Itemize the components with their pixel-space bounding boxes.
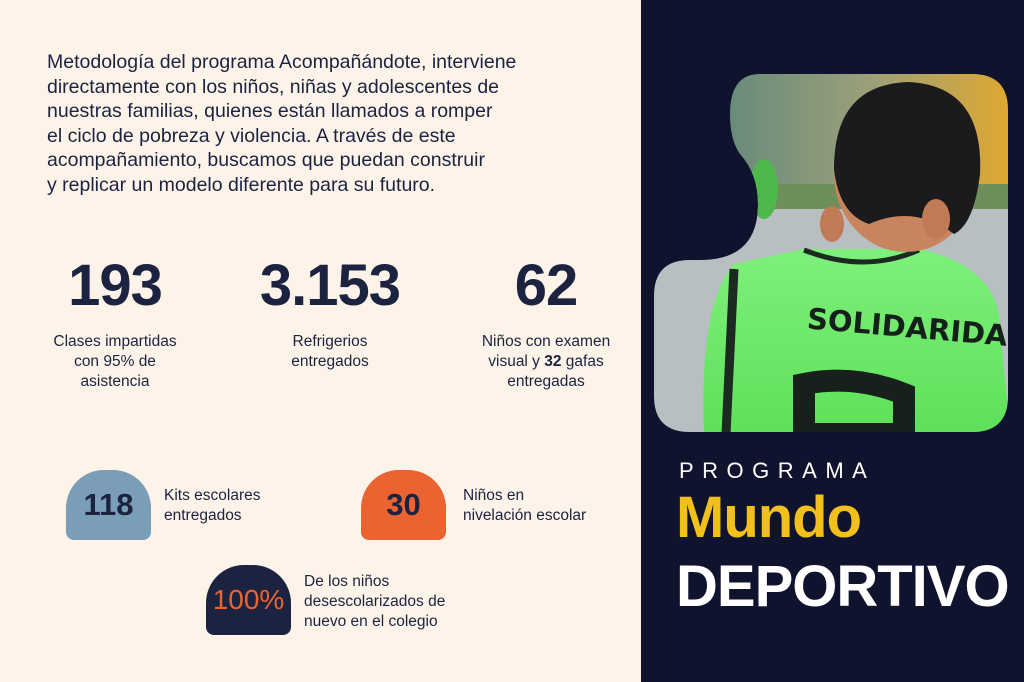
stat-label-line: Niños con examen (481, 333, 611, 350)
left-panel: Metodología del programa Acompañándote, … (15, 50, 611, 635)
stat-snacks: 3.153 Refrigerios entregados (230, 256, 430, 372)
stat-classes: 193 Clases impartidas con 95% de asisten… (15, 256, 215, 392)
label-text: visual y (488, 353, 545, 370)
intro-line: y replicar un modelo diferente para su f… (47, 173, 436, 196)
stat-label-line: entregados (291, 353, 369, 370)
stat-label-line: entregadas (507, 373, 585, 390)
label-bold-number: 32 (544, 353, 562, 370)
program-kicker: PROGRAMA (679, 458, 876, 483)
intro-paragraph: Metodología del programa Acompañándote, … (47, 50, 516, 198)
badge-label-line: De los niños (304, 573, 390, 590)
stat-label: Niños con examen visual y 32 gafas entre… (446, 332, 646, 392)
stat-value: 193 (68, 253, 163, 318)
photo-child-in-vest: SOLIDARIDAD (654, 74, 1008, 432)
badge-label-line: Niños en (463, 487, 525, 504)
stat-label: Refrigerios entregados (230, 332, 430, 372)
badge-leveling-label: Niños en nivelación escolar (463, 486, 586, 526)
intro-line: Metodología del programa Acompañándote, … (47, 51, 517, 73)
badge-label-line: desescolarizados de (304, 593, 446, 610)
stat-label-line: Clases impartidas (53, 333, 177, 350)
program-title-line2: DEPORTIVO (676, 554, 1010, 619)
label-text: gafas (561, 353, 604, 370)
stat-label-line: Refrigerios (292, 333, 368, 350)
stat-value: 3.153 (259, 253, 401, 318)
intro-line: acompañamiento, buscamos que puedan cons… (47, 149, 485, 172)
badge-leveling: 30 (361, 470, 446, 540)
badge-label-line: nuevo en el colegio (304, 613, 438, 630)
intro-line: directamente con los niños, niñas y adol… (47, 75, 500, 98)
program-title-line1: Mundo (676, 485, 862, 550)
stat-label-line: visual y 32 gafas (446, 352, 646, 372)
stat-label: Clases impartidas con 95% de asistencia (15, 332, 215, 392)
badge-reenrolled-label: De los niños desescolarizados de nuevo e… (304, 572, 445, 632)
intro-line: el ciclo de pobreza y violencia. A travé… (47, 124, 456, 147)
badge-kits: 118 (66, 470, 151, 540)
intro-line: nuestras familias, quienes están llamado… (47, 100, 493, 123)
badge-kits-label: Kits escolares entregados (164, 486, 260, 526)
stat-value: 62 (514, 253, 579, 318)
badge-label-line: entregados (164, 507, 242, 524)
badge-label-line: nivelación escolar (463, 507, 587, 524)
badge-reenrolled: 100% (206, 565, 291, 635)
stat-eye-exams: 62 Niños con examen visual y 32 gafas en… (446, 256, 646, 392)
badge-label-line: Kits escolares (164, 487, 261, 504)
stat-label-line: asistencia (80, 373, 150, 390)
stat-label-line: con 95% de (74, 353, 156, 370)
